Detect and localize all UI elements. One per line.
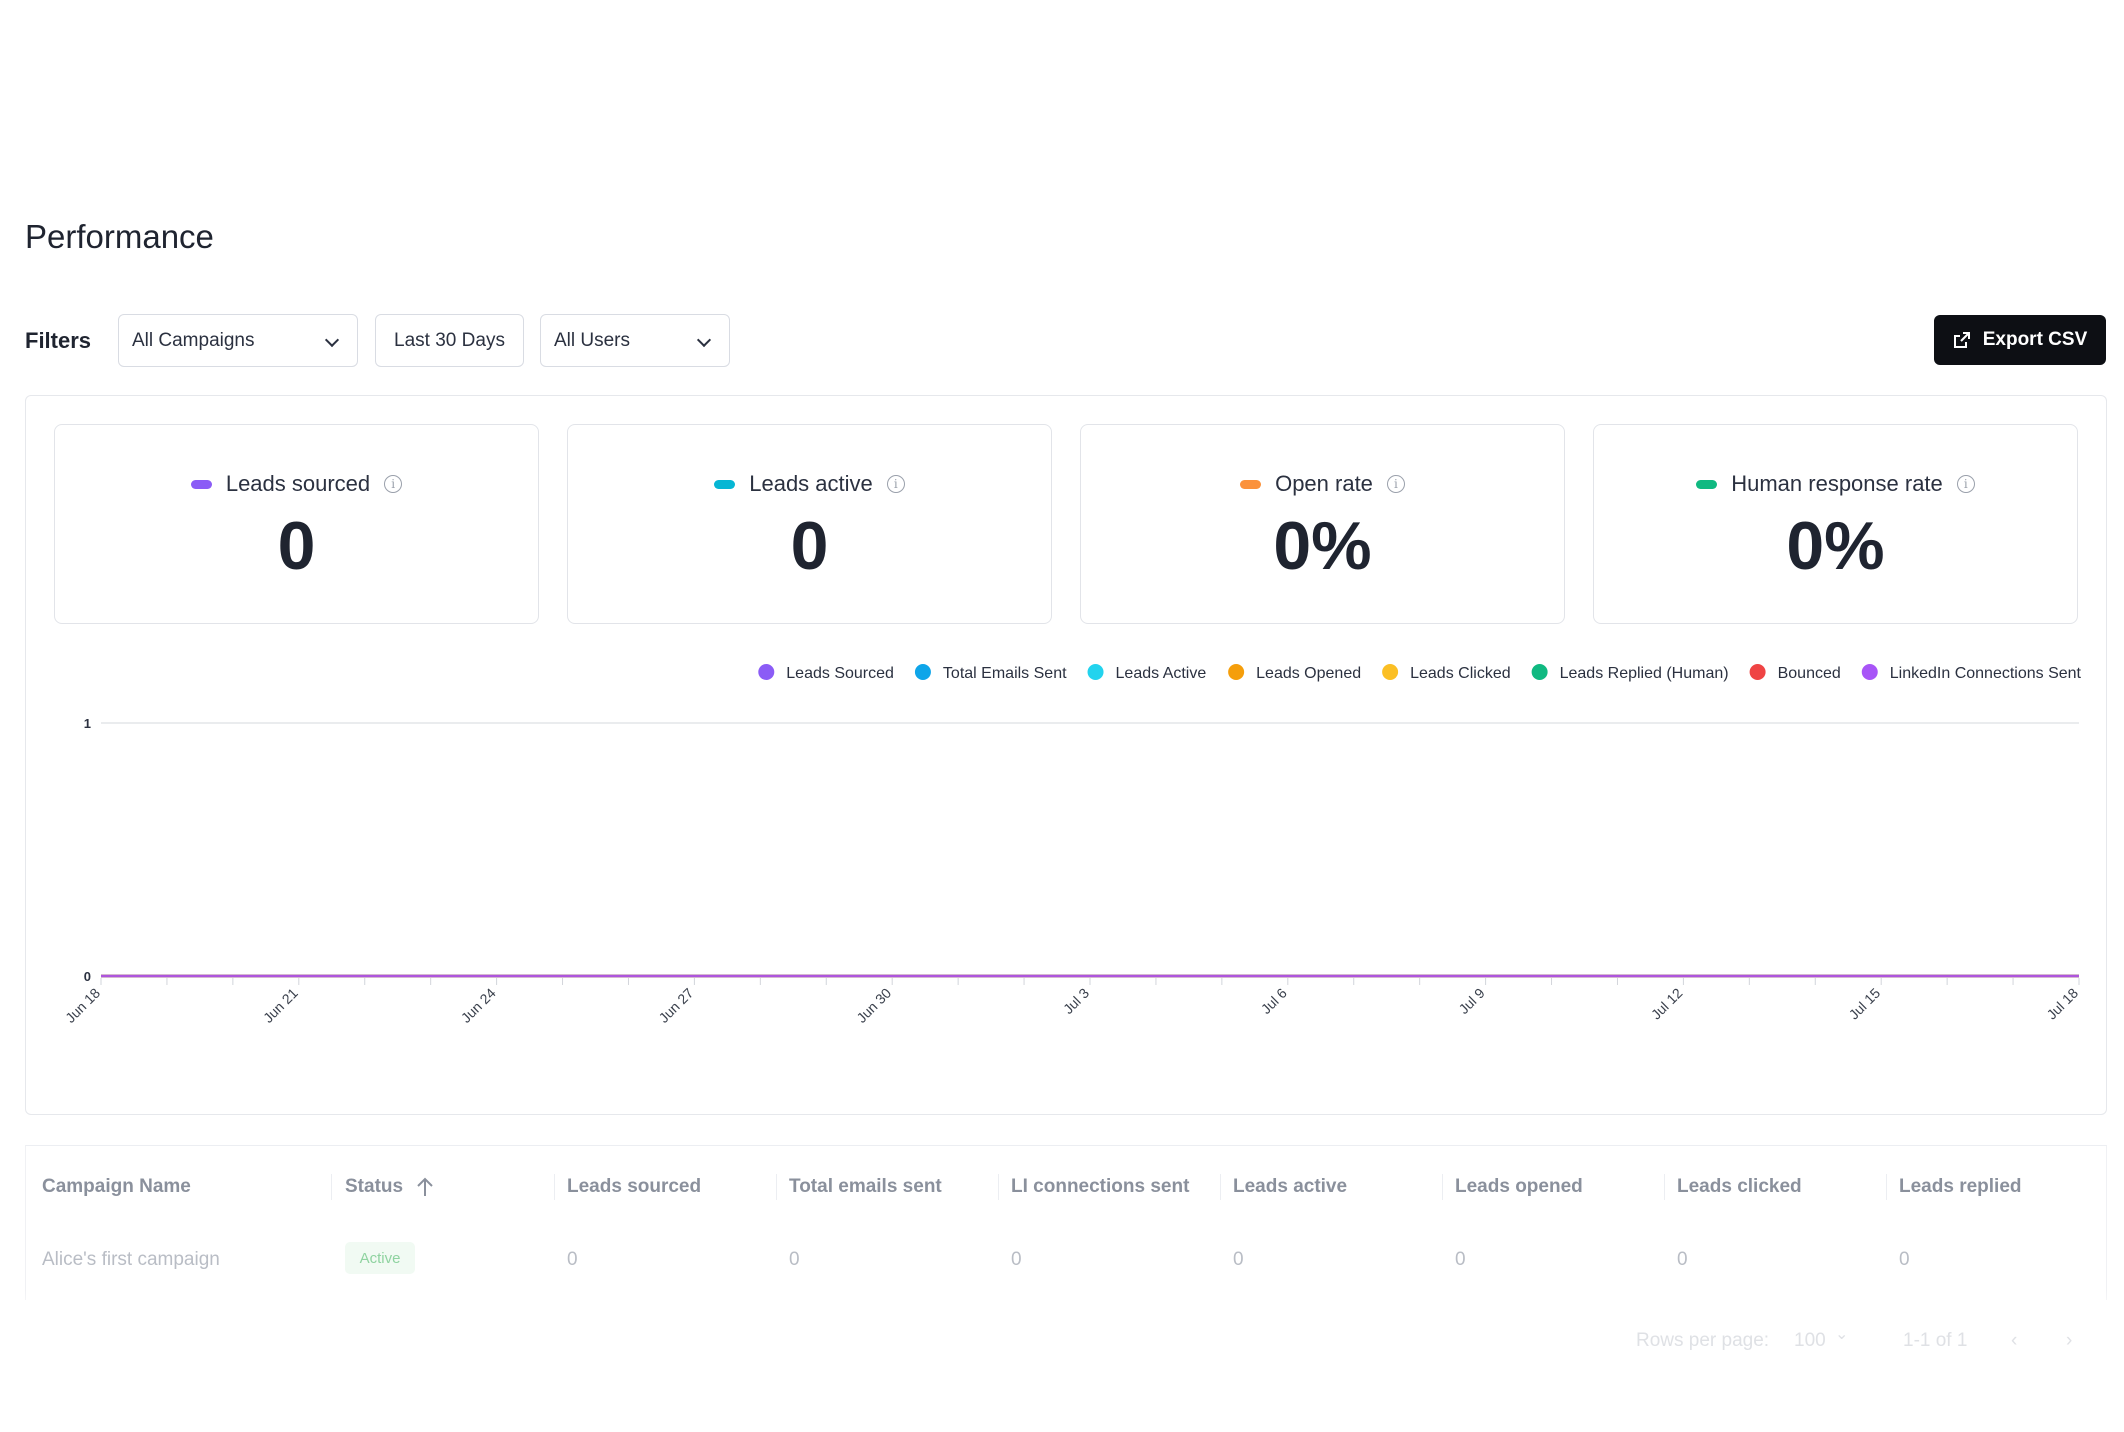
chevron-down-icon[interactable]: ⌄: [1835, 1326, 1849, 1343]
leads-opened-cell: 0: [1455, 1249, 1466, 1270]
campaign-filter-dropdown[interactable]: All Campaigns: [118, 314, 358, 367]
x-tick-label: Jun 21: [260, 985, 301, 1026]
kpi-card-leads-sourced: Leads sourced i 0: [54, 424, 539, 624]
legend-entry: Leads Sourced: [786, 665, 894, 682]
legend-entry: Leads Replied (Human): [1560, 665, 1729, 682]
legend-marker: [758, 664, 775, 680]
x-tick-label: Jul 6: [1258, 985, 1290, 1017]
legend-marker: [1228, 664, 1245, 680]
kpi-swatch: [714, 479, 736, 489]
previous-page-icon[interactable]: ‹: [2011, 1330, 2018, 1351]
x-tick-label: Jun 24: [458, 985, 499, 1026]
x-tick-label: Jul 18: [2043, 985, 2081, 1023]
kpi-swatch: [1696, 479, 1718, 489]
legend-marker: [1087, 664, 1104, 680]
y-tick-label: 0: [84, 969, 91, 984]
x-tick-label: Jul 15: [1846, 985, 1884, 1023]
column-header-total-emails-sent[interactable]: Total emails sent: [789, 1176, 942, 1197]
column-header-campaign-name[interactable]: Campaign Name: [42, 1176, 191, 1197]
legend-entry: Total Emails Sent: [943, 665, 1067, 682]
kpi-card-leads-active: Leads active i 0: [567, 424, 1052, 624]
kpi-label: Human response rate: [1731, 471, 1943, 496]
status-badge: Active: [345, 1242, 415, 1274]
li-connections-sent-cell: 0: [1011, 1249, 1022, 1270]
campaign-name-cell[interactable]: Alice's first campaign: [42, 1249, 220, 1270]
filters-bar: Filters All Campaigns Last 30 Days All U…: [25, 314, 2106, 367]
filters-label: Filters: [25, 328, 92, 353]
column-header-status[interactable]: Status: [345, 1176, 404, 1197]
export-csv-button[interactable]: Export CSV: [1934, 315, 2106, 365]
pagination-range: 1-1 of 1: [1903, 1330, 1968, 1351]
users-filter-dropdown[interactable]: All Users: [540, 314, 730, 367]
column-header-leads-opened[interactable]: Leads opened: [1455, 1176, 1583, 1197]
x-tick-label: Jul 9: [1455, 985, 1487, 1017]
legend-marker: [914, 664, 931, 680]
export-csv-label: Export CSV: [1982, 329, 2088, 350]
x-tick-label: Jun 30: [853, 985, 894, 1026]
info-icon[interactable]: i: [1386, 475, 1405, 493]
info-icon[interactable]: i: [384, 475, 403, 493]
legend-marker: [1749, 664, 1766, 680]
sort-ascending-icon[interactable]: [415, 1176, 435, 1198]
kpi-label: Leads sourced: [225, 471, 371, 496]
x-tick-label: Jun 27: [655, 985, 696, 1026]
campaigns-table: Campaign Name Status Leads sourced Total…: [25, 1145, 2107, 1300]
x-tick-label: Jul 3: [1060, 985, 1092, 1017]
leads-replied-cell: 0: [1899, 1249, 1910, 1270]
legend-marker: [1382, 664, 1399, 680]
kpi-card-open-rate: Open rate i 0%: [1080, 424, 1565, 624]
users-filter-value: All Users: [554, 329, 631, 351]
performance-panel: Leads sourced i 0 Leads active i 0 Open …: [25, 395, 2107, 1115]
next-page-icon[interactable]: ›: [2066, 1330, 2073, 1351]
kpi-value: 0: [277, 508, 316, 584]
kpi-swatch: [1240, 479, 1262, 489]
chevron-down-icon: [324, 332, 340, 348]
kpi-value: 0%: [1273, 508, 1372, 584]
kpi-swatch: [190, 479, 212, 489]
campaign-filter-value: All Campaigns: [132, 329, 255, 351]
column-header-leads-active[interactable]: Leads active: [1233, 1176, 1348, 1197]
external-link-icon: [1953, 332, 1970, 348]
page-title: Performance: [25, 218, 214, 255]
legend-entry: Bounced: [1778, 665, 1841, 682]
legend-entry: Leads Opened: [1256, 665, 1361, 682]
kpi-value: 0%: [1786, 508, 1885, 584]
column-header-leads-clicked[interactable]: Leads clicked: [1677, 1176, 1802, 1197]
chevron-down-icon: [696, 332, 712, 348]
kpi-card-human-response-rate: Human response rate i 0%: [1593, 424, 2078, 624]
column-header-li-connections-sent[interactable]: LI connections sent: [1011, 1176, 1190, 1197]
total-emails-sent-cell: 0: [789, 1249, 800, 1270]
leads-sourced-cell: 0: [567, 1249, 578, 1270]
y-tick-label: 1: [84, 716, 91, 731]
fade-overlay: [0, 1290, 2124, 1430]
date-range-button[interactable]: Last 30 Days: [375, 314, 524, 367]
rows-per-page-label: Rows per page:: [1636, 1330, 1770, 1351]
info-icon[interactable]: i: [886, 475, 905, 493]
kpi-label: Leads active: [749, 471, 873, 496]
x-tick-label: Jun 18: [62, 985, 103, 1026]
legend-entry: Leads Active: [1116, 665, 1207, 682]
legend-marker: [1531, 664, 1548, 680]
legend-entry: Leads Clicked: [1410, 665, 1511, 682]
leads-active-cell: 0: [1233, 1249, 1244, 1270]
column-header-leads-replied[interactable]: Leads replied: [1899, 1176, 2022, 1197]
info-icon[interactable]: i: [1956, 475, 1975, 493]
kpi-value: 0: [790, 508, 829, 584]
rows-per-page-select[interactable]: 100: [1794, 1330, 1826, 1351]
kpi-label: Open rate: [1275, 471, 1373, 496]
column-header-leads-sourced[interactable]: Leads sourced: [567, 1176, 702, 1197]
x-tick-label: Jul 12: [1648, 985, 1686, 1023]
legend-marker: [1861, 664, 1878, 680]
legend-entry: LinkedIn Connections Sent: [1890, 665, 2082, 682]
performance-line-chart: Leads Sourced Total Emails Sent Leads Acti…: [62, 664, 2082, 1026]
date-range-value: Last 30 Days: [394, 329, 505, 351]
leads-clicked-cell: 0: [1677, 1249, 1688, 1270]
